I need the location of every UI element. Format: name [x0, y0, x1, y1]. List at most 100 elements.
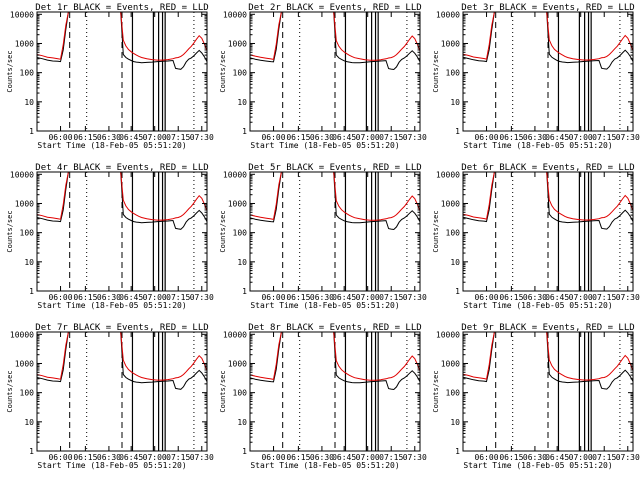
x-tick-label: 06:45 [119, 293, 143, 302]
x-tick-label: 07:00 [569, 293, 593, 302]
series-line-events [463, 12, 633, 70]
x-tick-label: 06:45 [545, 453, 569, 462]
plot-frame [36, 11, 208, 132]
panel-title: Det 3r BLACK = Events, RED = LLD [461, 3, 634, 13]
plot-frame [36, 331, 208, 452]
x-tick-label: 07:15 [166, 293, 190, 302]
x-tick-label: 06:15 [286, 293, 310, 302]
y-tick-label: 10000 [223, 330, 247, 339]
x-axis-label: Start Time (18-Feb-05 05:51:20) [250, 461, 399, 470]
x-tick-label: 06:15 [499, 453, 523, 462]
y-axis-label: Counts/sec [432, 210, 440, 252]
x-tick-label: 06:30 [523, 453, 547, 462]
x-tick-label: 06:15 [73, 453, 97, 462]
series-line-lld [463, 172, 633, 221]
y-tick-label: 100 [233, 389, 248, 398]
x-axis-label: Start Time (18-Feb-05 05:51:20) [463, 301, 612, 310]
y-tick-label: 10000 [10, 10, 34, 19]
x-tick-label: 07:15 [379, 133, 403, 142]
series-line-lld [250, 12, 420, 61]
y-tick-label: 1 [29, 287, 34, 296]
panel-title: Det 2r BLACK = Events, RED = LLD [248, 3, 421, 13]
x-tick-label: 06:30 [97, 133, 121, 142]
y-tick-label: 1000 [228, 39, 247, 48]
x-tick-label: 07:00 [356, 453, 380, 462]
marker-lines [282, 172, 408, 291]
x-tick-label: 06:45 [119, 453, 143, 462]
y-axis-label: Counts/sec [6, 210, 14, 252]
x-tick-label: 06:00 [261, 293, 285, 302]
y-tick-label: 100 [446, 229, 461, 238]
y-axis-label: Counts/sec [432, 370, 440, 412]
x-tick-label: 06:00 [48, 133, 72, 142]
x-tick-label: 07:00 [569, 453, 593, 462]
x-tick-label: 07:15 [592, 293, 616, 302]
x-axis-label: Start Time (18-Feb-05 05:51:20) [37, 301, 186, 310]
x-tick-label: 06:45 [545, 293, 569, 302]
panel-title: Det 1r BLACK = Events, RED = LLD [35, 3, 208, 13]
x-tick-label: 06:00 [474, 293, 498, 302]
y-tick-label: 10 [24, 418, 34, 427]
panel-title: Det 6r BLACK = Events, RED = LLD [461, 163, 634, 173]
series-line-lld [250, 172, 420, 221]
panel-title: Det 9r BLACK = Events, RED = LLD [461, 323, 634, 333]
series-line-lld [37, 332, 207, 381]
series-line-events [37, 12, 207, 70]
y-tick-label: 1000 [15, 39, 34, 48]
y-tick-label: 10 [24, 98, 34, 107]
y-tick-label: 1 [242, 127, 247, 136]
x-tick-label: 07:15 [379, 453, 403, 462]
x-tick-label: 07:30 [190, 293, 214, 302]
x-tick-label: 07:00 [143, 133, 167, 142]
x-tick-label: 06:00 [474, 453, 498, 462]
marker-lines [495, 332, 621, 451]
x-axis-label: Start Time (18-Feb-05 05:51:20) [37, 461, 186, 470]
x-tick-label: 07:30 [403, 293, 427, 302]
x-tick-label: 07:30 [616, 293, 640, 302]
y-tick-label: 10000 [10, 170, 34, 179]
y-tick-label: 100 [233, 69, 248, 78]
marker-lines [69, 12, 195, 131]
x-tick-label: 06:00 [48, 293, 72, 302]
panel-title: Det 7r BLACK = Events, RED = LLD [35, 323, 208, 333]
x-tick-label: 06:45 [332, 453, 356, 462]
x-tick-label: 06:30 [310, 293, 334, 302]
y-tick-label: 1000 [15, 359, 34, 368]
x-tick-label: 06:45 [332, 133, 356, 142]
x-tick-label: 06:30 [523, 293, 547, 302]
plot-frame [249, 171, 421, 292]
plot-frame [36, 171, 208, 292]
y-tick-label: 1000 [15, 199, 34, 208]
x-tick-label: 06:15 [499, 133, 523, 142]
x-tick-label: 07:30 [403, 453, 427, 462]
x-tick-label: 07:30 [616, 453, 640, 462]
x-tick-label: 07:30 [190, 453, 214, 462]
x-tick-label: 07:15 [379, 293, 403, 302]
x-tick-label: 07:00 [356, 293, 380, 302]
y-axis-label: Counts/sec [6, 370, 14, 412]
y-tick-label: 1 [29, 447, 34, 456]
x-tick-label: 06:30 [97, 293, 121, 302]
y-axis-label: Counts/sec [219, 370, 227, 412]
y-tick-label: 10000 [10, 330, 34, 339]
y-tick-label: 10000 [436, 330, 460, 339]
y-tick-label: 100 [20, 229, 35, 238]
y-axis-label: Counts/sec [6, 50, 14, 92]
marker-lines [282, 332, 408, 451]
y-tick-label: 10000 [223, 10, 247, 19]
series-line-events [463, 172, 633, 230]
x-tick-label: 07:00 [356, 133, 380, 142]
panel-title: Det 4r BLACK = Events, RED = LLD [35, 163, 208, 173]
series-line-events [250, 172, 420, 231]
x-tick-label: 06:15 [286, 453, 310, 462]
x-tick-label: 07:00 [143, 293, 167, 302]
y-tick-label: 1 [455, 447, 460, 456]
y-tick-label: 100 [20, 389, 35, 398]
y-tick-label: 10 [450, 258, 460, 267]
